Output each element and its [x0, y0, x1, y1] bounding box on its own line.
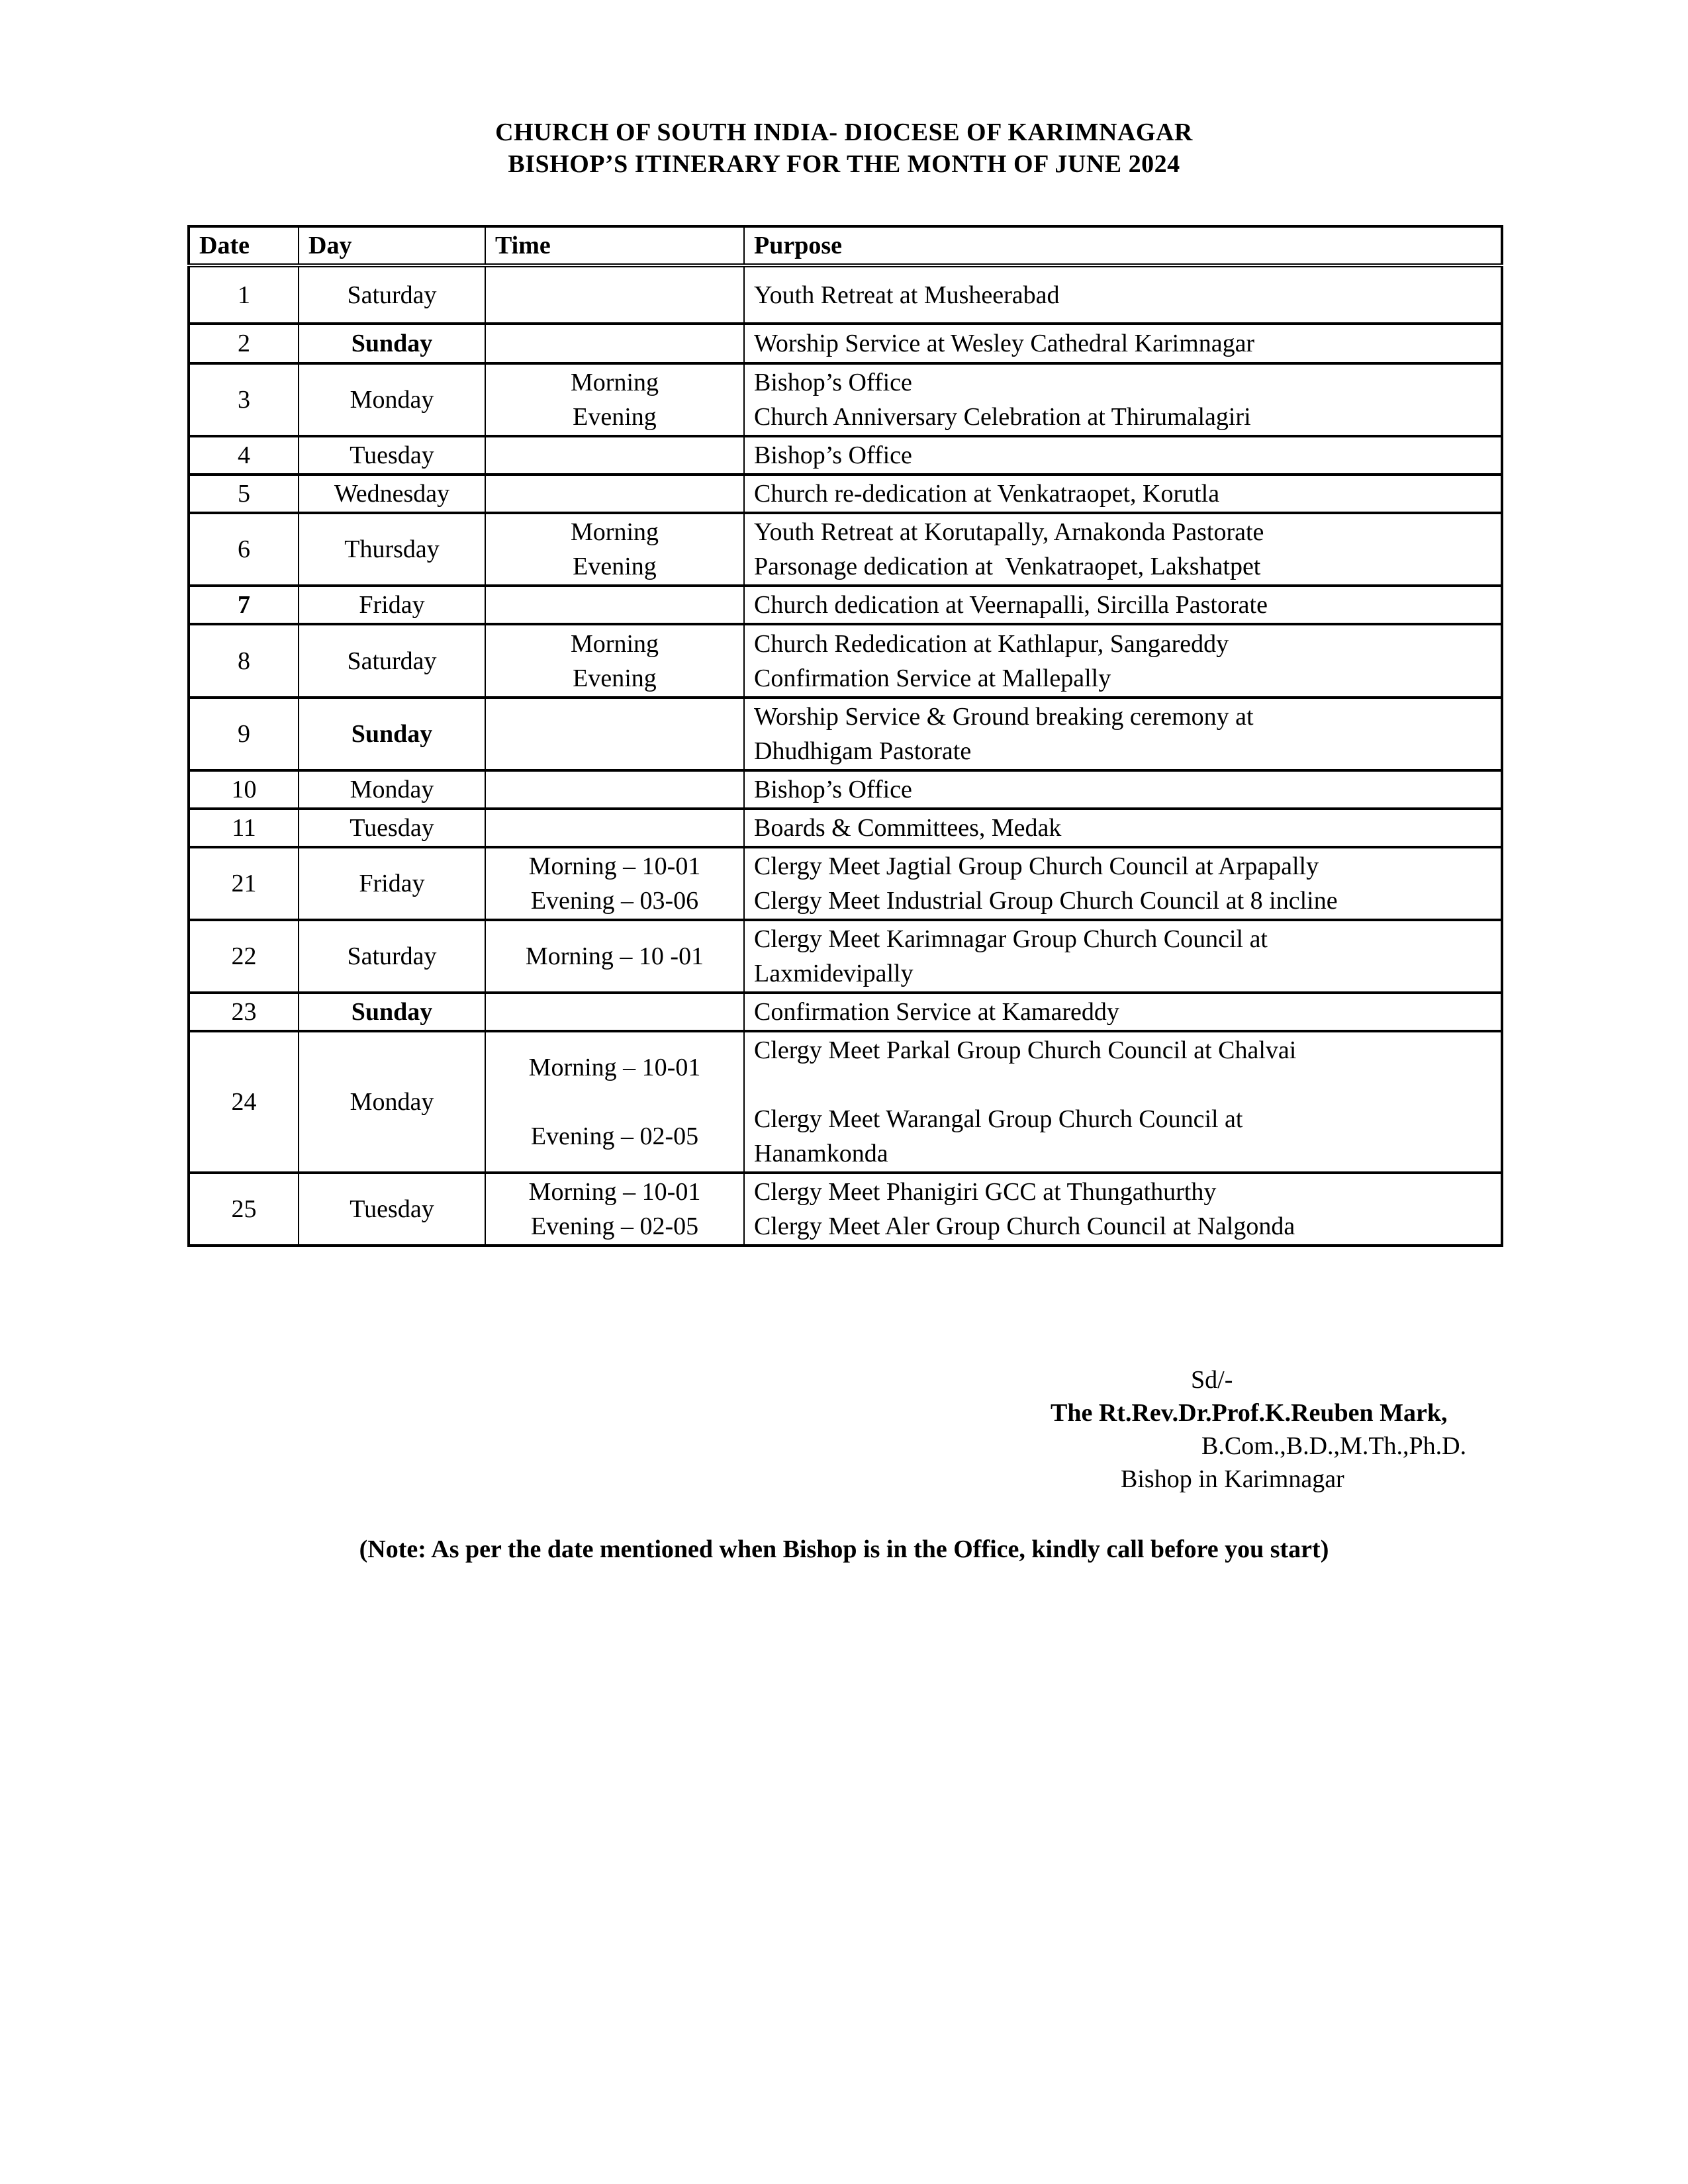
time-cell: Morning – 10 -01: [485, 919, 745, 994]
date-cell: 10: [188, 769, 299, 810]
signature-degrees: B.Com.,B.D.,M.Th.,Ph.D.: [1201, 1432, 1467, 1460]
signature-name: The Rt.Rev.Dr.Prof.K.Reuben Mark,: [1051, 1399, 1448, 1427]
day-cell: Saturday: [298, 264, 486, 325]
time-cell: [485, 322, 745, 365]
date-cell: 2: [188, 322, 299, 365]
purpose-cell: Bishop’s Office: [743, 435, 1503, 476]
purpose-cell: Worship Service & Ground breaking ceremo…: [743, 696, 1503, 772]
date-cell: 8: [188, 623, 299, 699]
purpose-cell: Clergy Meet Phanigiri GCC at Thungathurt…: [743, 1171, 1503, 1247]
title-line-1: CHURCH OF SOUTH INDIA- DIOCESE OF KARIMN…: [495, 118, 1193, 146]
table-row: 25 Tuesday Morning – 10-01 Evening – 02-05…: [188, 1171, 1503, 1247]
purpose-cell: Clergy Meet Parkal Group Church Council …: [743, 1030, 1503, 1174]
title-line-2: BISHOP’S ITINERARY FOR THE MONTH OF JUNE…: [508, 150, 1180, 178]
purpose-cell: Youth Retreat at Musheerabad: [743, 264, 1503, 325]
itinerary-table: Date Day Time Purpose 1 Saturday Youth Ret…: [187, 225, 1503, 1247]
time-cell: Morning – 10-01 Evening – 03-06: [485, 846, 745, 921]
date-cell: 23: [188, 991, 299, 1032]
table-row: 8 Saturday Morning Evening Church Rededicat…: [188, 623, 1503, 699]
day-cell: Friday: [298, 584, 486, 625]
purpose-cell: Clergy Meet Karimnagar Group Church Coun…: [743, 919, 1503, 994]
day-cell: Friday: [298, 846, 486, 921]
day-cell: Tuesday: [298, 1171, 486, 1247]
document-title: CHURCH OF SOUTH INDIA- DIOCESE OF KARIMN…: [0, 116, 1688, 180]
date-cell: 11: [188, 807, 299, 848]
table-row: 22 Saturday Morning – 10 -01 Clergy Meet Ka…: [188, 919, 1503, 994]
purpose-cell: Church re-dedication at Venkatraopet, Ko…: [743, 473, 1503, 514]
table-header-row: Date Day Time Purpose: [188, 225, 1503, 267]
signature-block: Sd/- The Rt.Rev.Dr.Prof.K.Reuben Mark, B…: [1051, 1363, 1466, 1496]
time-cell: [485, 696, 745, 772]
time-cell: [485, 473, 745, 514]
date-cell: 22: [188, 919, 299, 994]
purpose-cell: Confirmation Service at Kamareddy: [743, 991, 1503, 1032]
col-header-date: Date: [188, 225, 299, 267]
table-row: 9 Sunday Worship Service & Ground breaking…: [188, 696, 1503, 772]
purpose-cell: Boards & Committees, Medak: [743, 807, 1503, 848]
note-text: (Note: As per the date mentioned when Bi…: [359, 1535, 1329, 1563]
time-cell: [485, 769, 745, 810]
time-cell: [485, 264, 745, 325]
date-cell: 24: [188, 1030, 299, 1174]
day-cell: Saturday: [298, 623, 486, 699]
date-cell: 1: [188, 264, 299, 325]
table-row: 23 Sunday Confirmation Service at Kamaredd…: [188, 991, 1503, 1032]
time-cell: [485, 435, 745, 476]
purpose-cell: Bishop’s Office Church Anniversary Celeb…: [743, 362, 1503, 437]
purpose-cell: Worship Service at Wesley Cathedral Kari…: [743, 322, 1503, 365]
day-cell: Monday: [298, 769, 486, 810]
purpose-cell: Youth Retreat at Korutapally, Arnakonda …: [743, 512, 1503, 587]
date-cell: 25: [188, 1171, 299, 1247]
table-row: 6 Thursday Morning Evening Youth Retreat at…: [188, 512, 1503, 587]
table-row: 4 Tuesday Bishop’s Office: [188, 435, 1503, 476]
day-cell: Monday: [298, 1030, 486, 1174]
purpose-cell: Bishop’s Office: [743, 769, 1503, 810]
table-row: 7 Friday Church dedication at Veernapalli,…: [188, 584, 1503, 625]
table-row: 11 Tuesday Boards & Committees, Medak: [188, 807, 1503, 848]
date-cell: 3: [188, 362, 299, 437]
table-row: 2 Sunday Worship Service at Wesley Cathedr…: [188, 322, 1503, 365]
purpose-cell: Clergy Meet Jagtial Group Church Council…: [743, 846, 1503, 921]
table-row: 1 Saturday Youth Retreat at Musheerabad: [188, 264, 1503, 325]
day-cell: Sunday: [298, 322, 486, 365]
date-cell: 5: [188, 473, 299, 514]
col-header-time: Time: [485, 225, 745, 267]
date-cell: 21: [188, 846, 299, 921]
day-cell: Saturday: [298, 919, 486, 994]
signature-role: Bishop in Karimnagar: [1121, 1465, 1344, 1493]
date-cell: 9: [188, 696, 299, 772]
table-row: 5 Wednesday Church re-dedication at Venkat…: [188, 473, 1503, 514]
day-cell: Tuesday: [298, 807, 486, 848]
time-cell: [485, 584, 745, 625]
day-cell: Sunday: [298, 991, 486, 1032]
time-cell: Morning – 10-01 Evening – 02-05: [485, 1030, 745, 1174]
time-cell: [485, 991, 745, 1032]
table-row: 10 Monday Bishop’s Office: [188, 769, 1503, 810]
table-row: 24 Monday Morning – 10-01 Evening – 02-05 C…: [188, 1030, 1503, 1174]
time-cell: Morning – 10-01 Evening – 02-05: [485, 1171, 745, 1247]
purpose-cell: Church Rededication at Kathlapur, Sangar…: [743, 623, 1503, 699]
day-cell: Thursday: [298, 512, 486, 587]
time-cell: Morning Evening: [485, 623, 745, 699]
day-cell: Tuesday: [298, 435, 486, 476]
table-row: 21 Friday Morning – 10-01 Evening – 03-06 C…: [188, 846, 1503, 921]
col-header-purpose: Purpose: [743, 225, 1503, 267]
date-cell: 4: [188, 435, 299, 476]
day-cell: Monday: [298, 362, 486, 437]
date-cell: 7: [188, 584, 299, 625]
purpose-cell: Church dedication at Veernapalli, Sircil…: [743, 584, 1503, 625]
time-cell: Morning Evening: [485, 362, 745, 437]
time-cell: Morning Evening: [485, 512, 745, 587]
time-cell: [485, 807, 745, 848]
day-cell: Wednesday: [298, 473, 486, 514]
table-row: 3 Monday Morning Evening Bishop’s Office Ch…: [188, 362, 1503, 437]
day-cell: Sunday: [298, 696, 486, 772]
date-cell: 6: [188, 512, 299, 587]
signature-sd: Sd/-: [1191, 1366, 1233, 1394]
col-header-day: Day: [298, 225, 486, 267]
